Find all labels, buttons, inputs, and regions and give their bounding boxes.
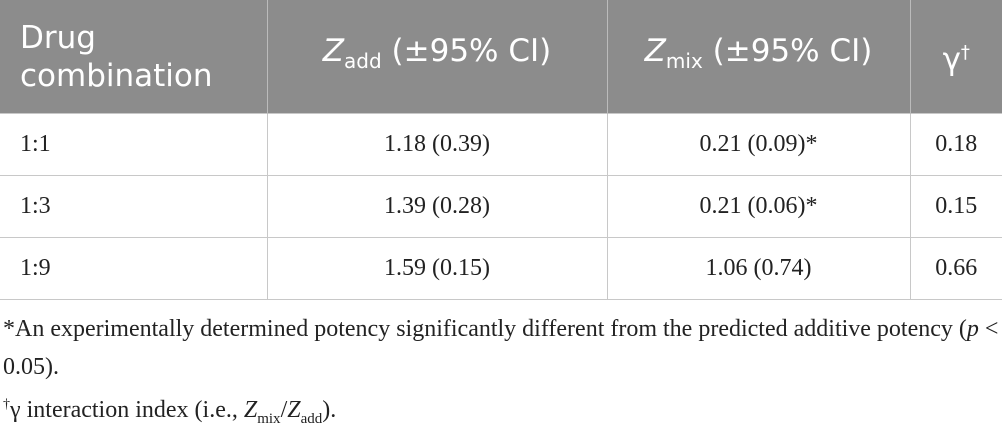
subscript: add (344, 49, 382, 74)
footnote-text: *An experimentally determined potency si… (3, 316, 967, 342)
table-cell: 1:1 (0, 113, 268, 176)
footnote-text: < 0.05). (3, 316, 999, 380)
header-cell: Drug combination (0, 0, 268, 114)
header-cell: Zmix (±95% CI) (607, 0, 911, 114)
data-table: Drug combination Zadd (±95% CI) Zmix (±9… (0, 0, 1002, 300)
footnote-text: ). (322, 397, 337, 423)
table-cell: 0.15 (909, 175, 1002, 238)
table-cell: 0.21 (0.09)* (606, 113, 911, 176)
subscript: mix (665, 49, 703, 74)
header-cell: Zadd (±95% CI) (267, 0, 608, 114)
subscript: mix (257, 410, 281, 427)
superscript: † (3, 397, 10, 412)
table-row: 1:1 1.18 (0.39) 0.21 (0.09)* 0.18 (0, 113, 1002, 176)
table-cell: 1.18 (0.39) (266, 113, 608, 176)
table-cell: 0.18 (909, 113, 1002, 176)
table-cell: 0.66 (909, 237, 1002, 300)
table-cell: 1:9 (0, 237, 268, 300)
footnote-text: γ interaction index (i.e., (10, 397, 244, 423)
table-cell: 0.21 (0.06)* (606, 175, 911, 238)
header-text: (±95% CI) (381, 33, 552, 70)
table-cell: 1:3 (0, 175, 268, 238)
symbol: γ (942, 41, 961, 78)
superscript: † (960, 42, 970, 64)
footnotes: *An experimentally determined potency si… (0, 300, 1002, 438)
header-row: Drug combination Zadd (±95% CI) Zmix (±9… (0, 0, 1002, 114)
symbol: Z (322, 33, 345, 70)
footnote-text: / (280, 397, 288, 423)
table-row: 1:9 1.59 (0.15) 1.06 (0.74) 0.66 (0, 237, 1002, 300)
page: Drug combination Zadd (±95% CI) Zmix (±9… (0, 0, 1002, 427)
header-cell: γ† (910, 0, 1002, 114)
symbol: p (966, 316, 979, 342)
table-row: 1:3 1.39 (0.28) 0.21 (0.06)* 0.15 (0, 175, 1002, 238)
symbol: Z (287, 397, 301, 423)
header-text: (±95% CI) (702, 33, 873, 70)
table-cell: 1.39 (0.28) (266, 175, 608, 238)
symbol: Z (243, 397, 258, 423)
subscript: add (300, 410, 323, 427)
table-cell: 1.59 (0.15) (266, 237, 608, 300)
footnote: †γ interaction index (i.e., Zmix/Zadd). (3, 386, 999, 438)
footnote: *An experimentally determined potency si… (3, 310, 999, 386)
symbol: Z (644, 33, 666, 70)
table-cell: 1.06 (0.74) (606, 237, 911, 300)
